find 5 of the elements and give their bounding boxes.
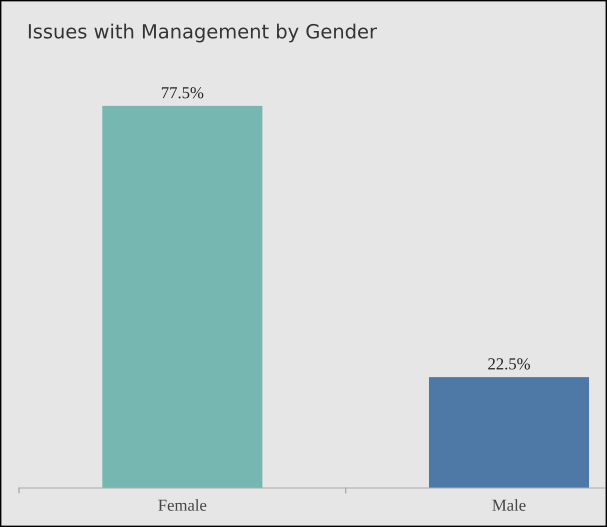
data-label: 22.5% [488, 358, 530, 370]
x-tick-label: Female [158, 499, 206, 511]
x-tick-label: Male [492, 499, 526, 511]
data-label: 77.5% [162, 87, 204, 98]
chart-title: Issues with Management by Gender [28, 24, 377, 42]
